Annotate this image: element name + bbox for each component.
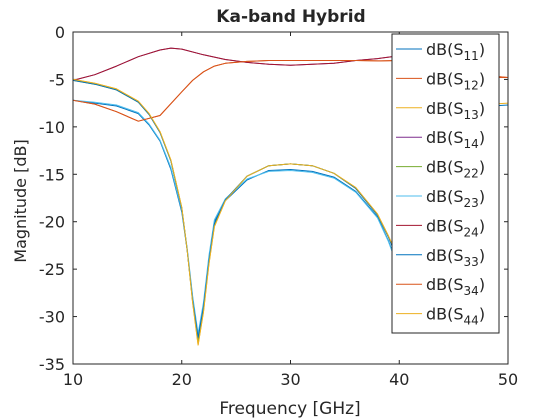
legend-label: dB(S33) <box>426 246 485 269</box>
legend-label: dB(S23) <box>426 187 485 210</box>
legend-box <box>391 33 500 334</box>
legend-label: dB(S22) <box>426 158 485 181</box>
y-tick-label: -20 <box>39 213 65 232</box>
series-line-s23 <box>72 99 400 335</box>
y-tick-label: -30 <box>39 308 65 327</box>
series-line-s11 <box>72 99 400 341</box>
chart-title: Ka-band Hybrid <box>216 7 365 27</box>
x-tick-label: 50 <box>498 370 518 389</box>
y-tick-label: -5 <box>49 70 65 89</box>
series-line-s44 <box>72 78 400 346</box>
x-tick-label: 20 <box>172 370 192 389</box>
legend-label: dB(S14) <box>426 128 485 151</box>
series-line-s22 <box>72 79 400 343</box>
y-tick-label: -35 <box>39 355 65 374</box>
y-tick-label: -10 <box>39 118 65 137</box>
x-tick-label: 30 <box>280 370 300 389</box>
y-axis-label: Magnitude [dB] <box>11 139 30 262</box>
y-tick-label: 0 <box>55 23 65 42</box>
x-tick-label: 40 <box>389 370 409 389</box>
plot-frame <box>72 31 509 365</box>
series-line-s13 <box>72 78 400 346</box>
legend-label: dB(S11) <box>426 40 485 63</box>
legend-label: dB(S13) <box>426 99 485 122</box>
series-line-s33 <box>72 79 400 338</box>
legend-label: dB(S24) <box>426 216 485 239</box>
x-tick-label: 10 <box>63 370 83 389</box>
axis-ticks: 10 20 30 40 50 0 -5 -10 -15 -20 -25 -30 -35 <box>39 23 518 389</box>
legend: dB(S11) dB(S12) dB(S13) dB(S14) dB(S22) dB(S2… <box>391 33 500 334</box>
legend-label: dB(S12) <box>426 69 485 92</box>
y-tick-label: -15 <box>39 165 65 184</box>
x-axis-label: Frequency [GHz] <box>219 399 360 419</box>
plot-lines <box>72 47 509 346</box>
legend-label: dB(S44) <box>426 305 485 328</box>
series-line-s24 <box>72 47 400 81</box>
series-line-s14 <box>72 47 422 81</box>
y-tick-label: -25 <box>39 260 65 279</box>
legend-label: dB(S34) <box>426 275 485 298</box>
